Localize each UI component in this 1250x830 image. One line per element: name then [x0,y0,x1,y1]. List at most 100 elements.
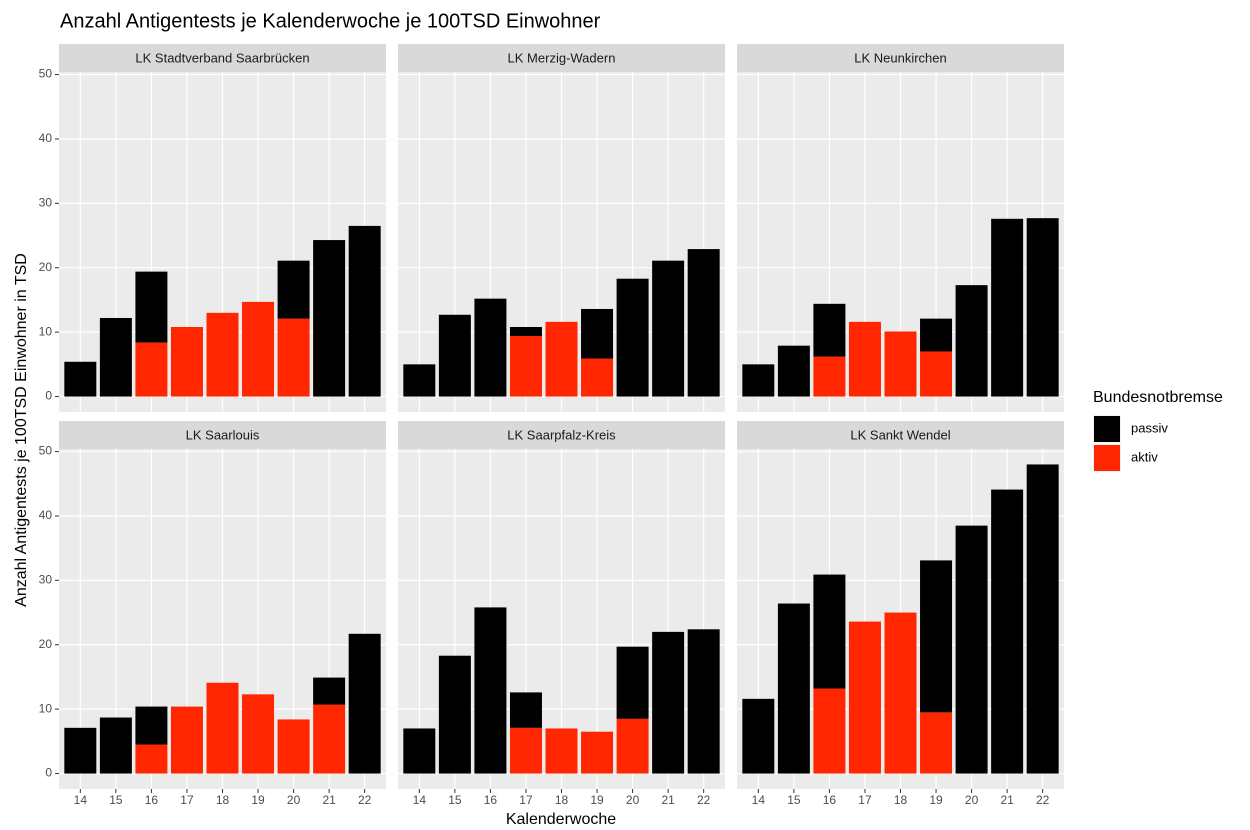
x-tick-label: 14 [752,793,766,807]
bar [438,655,471,774]
bar [170,706,203,774]
facet-title: LK Stadtverband Saarbrücken [135,50,309,65]
bar [545,321,578,397]
facet-title: LK Saarlouis [186,427,260,442]
bar [616,278,649,397]
bar [170,327,203,397]
bar [991,489,1024,774]
x-tick-label: 15 [787,793,801,807]
bar [742,364,775,397]
facet-strip [398,44,725,72]
x-tick-label: 20 [965,793,979,807]
facet-strip [59,421,386,449]
bar [474,298,507,397]
x-tick-label: 16 [823,793,837,807]
x-tick-label: 15 [109,793,123,807]
bar [206,682,239,774]
bar [581,358,614,397]
x-tick-label: 17 [858,793,872,807]
x-tick-label: 16 [145,793,159,807]
y-tick-label: 40 [39,131,53,145]
bar [242,301,275,397]
bar [813,356,846,397]
bar [955,525,988,774]
bar [884,612,917,774]
facet-strip [59,44,386,72]
bar [920,712,953,774]
bar [509,692,542,728]
bar [777,345,810,397]
bar [884,331,917,397]
x-tick-label: 22 [358,793,372,807]
x-tick-label: 20 [626,793,640,807]
bar [687,629,720,774]
legend-label: passiv [1131,420,1168,435]
bar [242,694,275,774]
bar [813,574,846,689]
legend-swatch [1094,416,1120,442]
x-axis-label: Kalenderwoche [506,811,616,828]
y-axis-label: Anzahl Antigentests je 100TSD Einwohner … [13,253,30,607]
bar [99,317,132,397]
y-tick-label: 50 [39,444,53,458]
facet-title: LK Neunkirchen [854,50,947,65]
x-tick-label: 18 [555,793,569,807]
bar [1026,464,1059,774]
y-tick-label: 30 [39,196,53,210]
bar [348,633,381,774]
legend-label: aktiv [1131,449,1158,464]
x-tick-label: 20 [287,793,301,807]
y-tick-label: 0 [45,766,52,780]
y-tick-label: 50 [39,67,53,81]
x-tick-label: 21 [1000,793,1014,807]
bar [135,706,168,745]
bar [955,285,988,397]
bar [545,728,578,774]
x-tick-label: 17 [180,793,194,807]
bar [403,364,436,397]
bar [652,631,685,774]
bar [652,260,685,397]
x-tick-label: 19 [929,793,943,807]
x-tick-label: 21 [661,793,675,807]
y-tick-label: 10 [39,701,53,715]
bar [64,361,97,397]
y-tick-label: 20 [39,637,53,651]
bar [581,308,614,359]
x-tick-label: 18 [894,793,908,807]
bar [135,271,168,343]
x-tick-label: 18 [216,793,230,807]
bar [616,646,649,719]
y-tick-label: 10 [39,324,53,338]
bar [777,603,810,774]
y-tick-label: 30 [39,573,53,587]
y-tick-label: 40 [39,508,53,522]
bar [277,719,310,774]
bar [135,744,168,774]
bar [403,728,436,774]
bar [920,351,953,397]
x-tick-label: 21 [322,793,336,807]
x-tick-label: 22 [1036,793,1050,807]
facet-title: LK Merzig-Wadern [508,50,616,65]
bar [509,327,542,337]
bar [313,240,346,397]
bar [616,718,649,774]
y-tick-label: 20 [39,260,53,274]
x-tick-label: 17 [519,793,533,807]
bar [1026,218,1059,397]
bar [438,314,471,397]
bar [277,260,310,319]
legend-swatch [1094,445,1120,471]
y-tick-label: 0 [45,389,52,403]
bar [99,717,132,774]
bar [813,303,846,357]
bar [474,607,507,774]
bar [64,727,97,774]
chart-title: Anzahl Antigentests je Kalenderwoche je … [60,10,601,32]
bar [687,249,720,397]
bar [813,688,846,774]
facet-strip [737,44,1064,72]
